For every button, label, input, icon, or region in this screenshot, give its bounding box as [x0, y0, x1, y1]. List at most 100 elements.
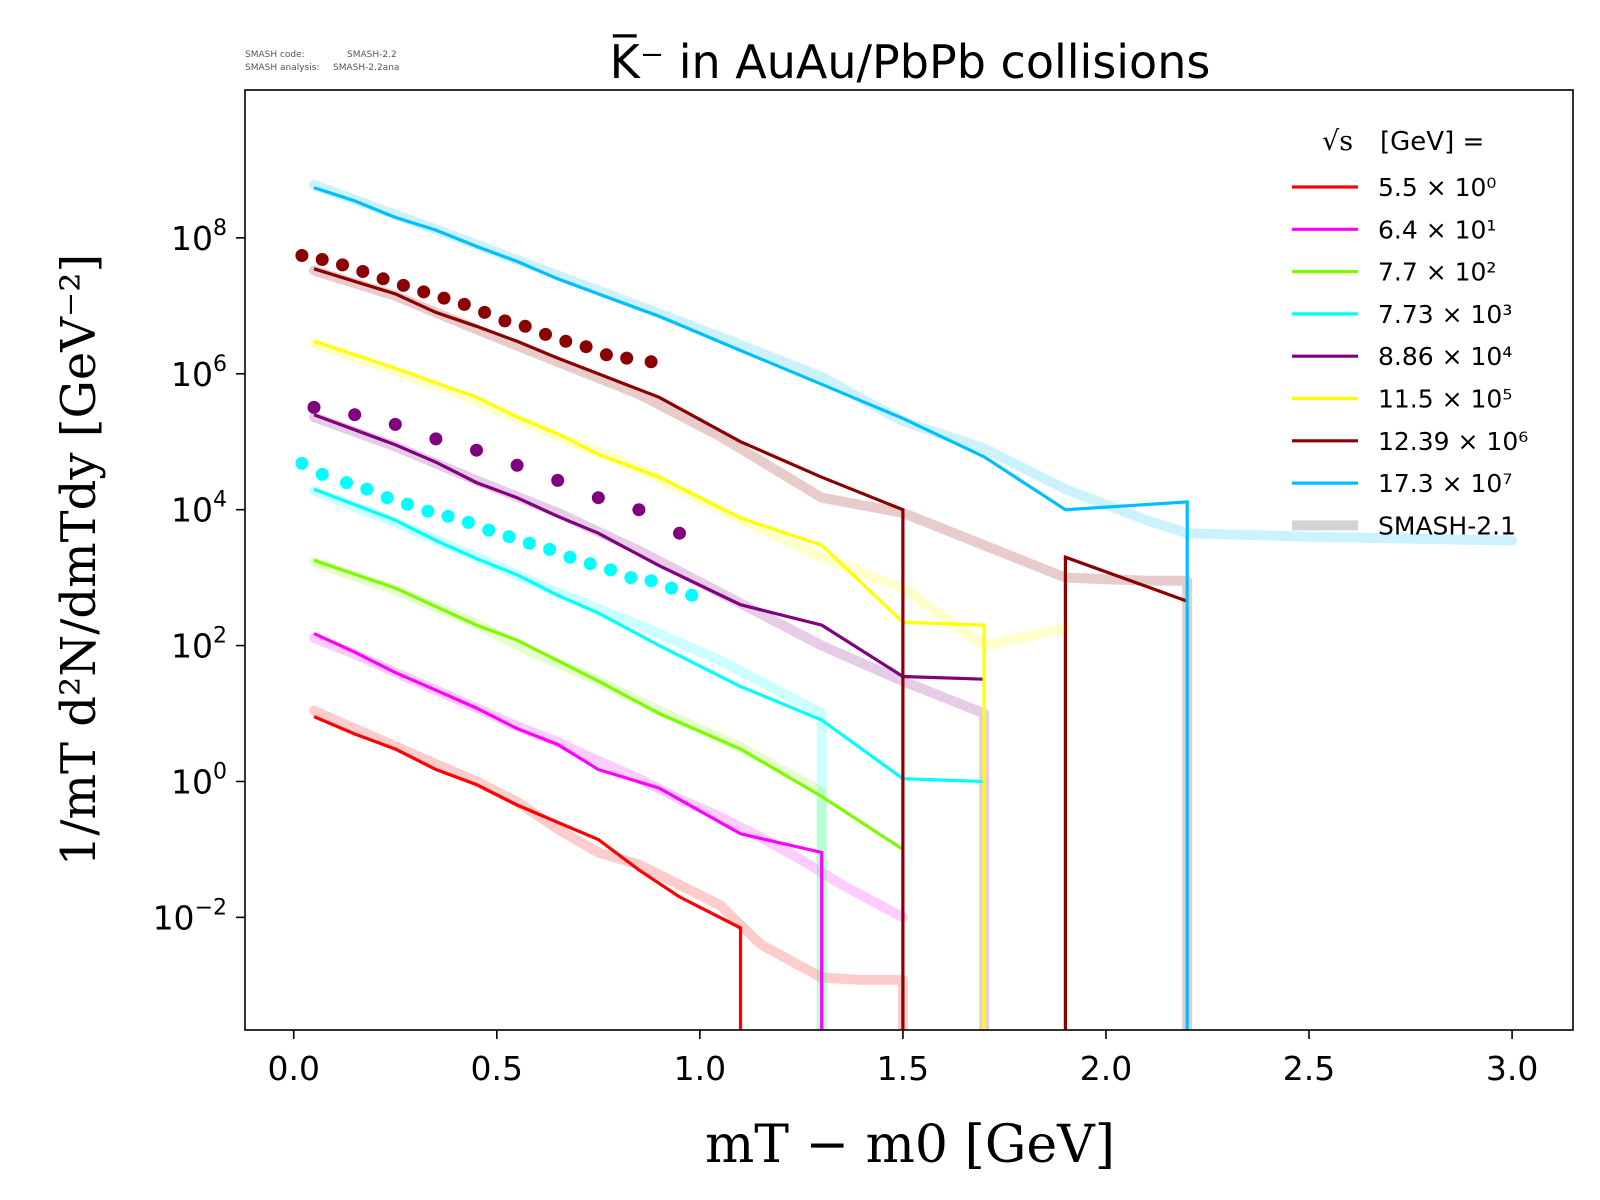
data-point [417, 285, 431, 299]
reference-line-0 [309, 705, 908, 1030]
data-point [315, 467, 329, 481]
data-point [336, 258, 349, 272]
data-point [644, 574, 658, 588]
data-point [543, 542, 557, 556]
data-point [685, 588, 699, 602]
series-line-0 [313, 715, 743, 1030]
x-axis-label: mT − m0 [GeV] [705, 1115, 1115, 1175]
data-point [599, 348, 613, 362]
data-point [559, 334, 573, 348]
reference-line-7 [309, 180, 1518, 546]
data-point [518, 319, 532, 333]
data-point [604, 563, 617, 577]
smash-2-1-reference-lines [309, 180, 1518, 1030]
data-point [340, 476, 353, 490]
legend: √s [GeV] = 5.5 × 10⁰ 6.4 × 10¹ 7.7 × 10² 7.73… [1292, 126, 1528, 540]
data-point [437, 291, 451, 305]
data-point [295, 456, 309, 470]
series-line-7 [313, 186, 1189, 1030]
y-tick-label: 102 [171, 624, 227, 666]
data-point [510, 458, 524, 472]
smash-analysis-value: SMASH-2.2ana [333, 63, 399, 73]
axes-frame [244, 89, 1574, 1031]
data-point [461, 515, 475, 529]
legend-title-sqrt-s: √s [1322, 126, 1353, 157]
data-point [348, 408, 362, 422]
chart-title: K̅⁻ in AuAu/PbPb collisions [610, 34, 1211, 89]
data-point [307, 400, 321, 414]
series-line-6 [313, 267, 1188, 1030]
legend-label: 6.4 × 10¹ [1378, 215, 1496, 244]
x-tick-label: 1.0 [674, 1049, 726, 1088]
data-point [563, 550, 577, 564]
plot-area [295, 180, 1518, 1030]
data-point [673, 526, 686, 540]
x-tick-label: 2.0 [1080, 1049, 1132, 1088]
data-point [482, 523, 496, 537]
legend-label: 12.39 × 10⁶ [1378, 427, 1528, 456]
data-point [583, 557, 597, 571]
reference-line-3 [309, 485, 827, 1030]
legend-title-unit: [GeV] = [1380, 127, 1484, 157]
data-point [591, 491, 605, 505]
data-point [457, 297, 471, 311]
series-line-1 [313, 632, 824, 1030]
legend-label-reference: SMASH-2.1 [1378, 511, 1516, 540]
x-tick-label: 0.0 [267, 1049, 319, 1088]
x-tick-label: 1.5 [877, 1049, 929, 1088]
reference-line-6 [309, 265, 1193, 1030]
axis-ticks: 0.0 0.5 1.0 1.5 2.0 2.5 3.0 108 106 104 102 100 10−2 [153, 216, 1539, 1088]
reference-line-2 [309, 557, 827, 1030]
data-point [551, 473, 565, 487]
data-point [376, 272, 390, 286]
x-tick-label: 0.5 [471, 1049, 523, 1088]
data-point [421, 504, 435, 518]
data-point [522, 536, 536, 550]
data-point [478, 305, 492, 319]
data-point [632, 503, 646, 517]
x-tick-label: 2.5 [1283, 1049, 1335, 1088]
series-line-5 [313, 339, 986, 1030]
y-tick-label: 108 [171, 216, 227, 258]
data-point [644, 355, 658, 369]
legend-label: 7.7 × 10² [1378, 258, 1496, 287]
reference-line-1 [309, 632, 908, 923]
data-point [470, 443, 483, 457]
data-point [441, 509, 455, 523]
experimental-points [295, 249, 699, 602]
legend-label: 5.5 × 10⁰ [1378, 173, 1496, 202]
data-point [502, 530, 516, 544]
data-point [664, 581, 678, 595]
data-point [539, 327, 552, 341]
legend-label: 17.3 × 10⁷ [1378, 469, 1512, 498]
data-point [498, 314, 512, 328]
data-point [620, 351, 634, 365]
data-point [579, 340, 593, 354]
x-tick-label: 3.0 [1486, 1049, 1538, 1088]
data-point [400, 497, 414, 511]
legend-label: 8.86 × 10⁴ [1378, 342, 1512, 371]
legend-label: 11.5 × 10⁵ [1378, 385, 1512, 414]
data-point [315, 253, 329, 266]
data-point [388, 417, 402, 431]
legend-label: 7.73 × 10³ [1378, 300, 1512, 329]
data-point [360, 482, 374, 496]
smash-code-value: SMASH-2.2 [347, 50, 397, 60]
data-point [624, 571, 638, 585]
data-lines [313, 186, 1189, 1030]
smash-analysis-label: SMASH analysis: [245, 63, 319, 73]
y-tick-label: 10−2 [153, 895, 227, 937]
smash-code-label: SMASH code: [245, 50, 305, 60]
data-point [429, 432, 443, 446]
y-tick-label: 100 [171, 759, 227, 801]
series-line-4 [313, 413, 985, 681]
y-tick-label: 106 [171, 352, 227, 394]
data-point [356, 265, 370, 278]
data-point [380, 491, 394, 505]
series-line-2 [313, 558, 904, 851]
series-line-3 [313, 487, 986, 1030]
data-point [396, 278, 410, 292]
data-point [295, 249, 309, 262]
y-tick-label: 104 [171, 488, 227, 530]
